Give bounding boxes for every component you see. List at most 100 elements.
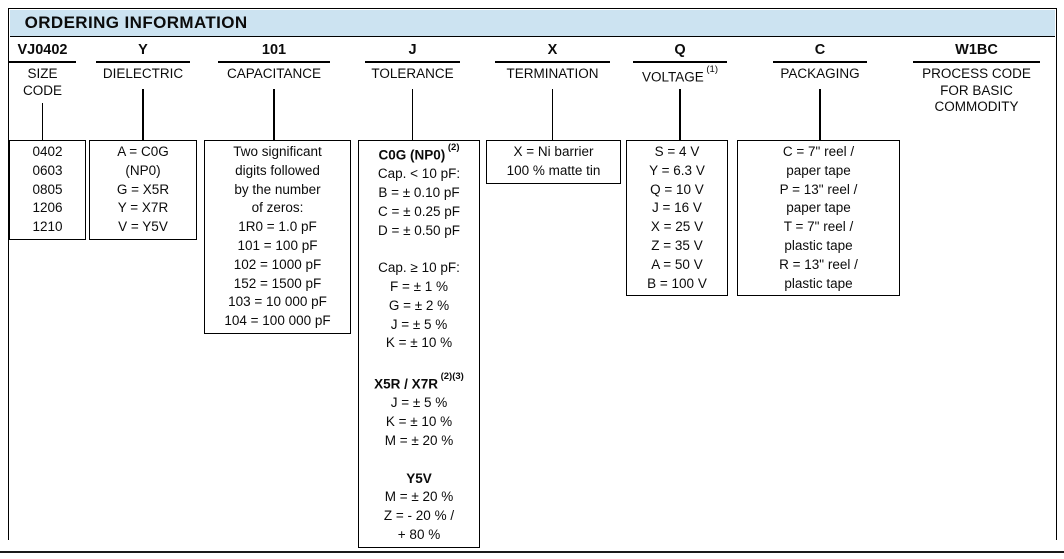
- box-line: G = ± 2 %: [388, 297, 450, 313]
- box-line: S = 4 V: [654, 144, 700, 159]
- box-line: paper tape: [786, 200, 851, 216]
- box-capacitance: Two significant digits followed by the num…: [204, 140, 351, 334]
- label-line: FOR BASIC: [940, 82, 1013, 98]
- label-line: CODE: [22, 82, 62, 98]
- box-line: B = 100 V: [647, 275, 707, 291]
- connector-line: [273, 89, 275, 141]
- code-underline: [633, 61, 727, 63]
- box-line: F = ± 1 %: [389, 279, 449, 295]
- box-line: 1206: [32, 200, 63, 216]
- box-line: 1210: [32, 219, 63, 235]
- box-line: K = ± 10 %: [385, 414, 453, 430]
- code-underline: [495, 61, 610, 63]
- footnote-marker: (2): [445, 142, 460, 153]
- box-line: A = C0G: [117, 144, 169, 159]
- label-capacitance: CAPACITANCE: [194, 66, 354, 83]
- connector-line: [679, 89, 681, 141]
- label-line: SIZE: [27, 66, 58, 81]
- box-line: Two significant: [233, 144, 322, 159]
- label-line: TERMINATION: [506, 66, 599, 81]
- label-process-code: PROCESS CODE FOR BASIC COMMODITY: [897, 66, 1057, 116]
- box-line: 104 = 100 000 pF: [224, 313, 331, 329]
- label-dielectric: DIELECTRIC: [63, 66, 223, 83]
- box-line: Q = 10 V: [650, 181, 704, 197]
- code-termination: X: [547, 42, 558, 58]
- code-underline: [365, 61, 460, 63]
- box-line: 0805: [32, 181, 63, 197]
- section-header-bar: ORDERING INFORMATION: [9, 9, 1055, 37]
- section-title: ORDERING INFORMATION: [24, 12, 248, 32]
- code-process-code: W1BC: [955, 42, 998, 58]
- box-line: J = 16 V: [652, 200, 702, 216]
- label-line: CAPACITANCE: [226, 66, 321, 81]
- box-line: 101 = 100 pF: [237, 237, 318, 253]
- box-line: 102 = 1000 pF: [233, 256, 322, 272]
- label-line: PACKAGING: [780, 66, 860, 81]
- box-line: C = ± 0.25 pF: [377, 203, 461, 219]
- connector-line: [819, 89, 821, 141]
- box-size-code: 0402 0603 0805 1206 1210: [9, 140, 86, 240]
- box-line: V = Y5V: [118, 219, 168, 235]
- box-line: B = ± 0.10 pF: [378, 185, 460, 201]
- code-voltage: Q: [674, 42, 686, 58]
- label-line: COMMODITY: [934, 99, 1019, 114]
- box-line: 152 = 1500 pF: [233, 275, 322, 291]
- label-line: PROCESS CODE: [922, 66, 1031, 81]
- box-line: 103 = 10 000 pF: [228, 294, 327, 310]
- code-underline: [218, 61, 330, 63]
- label-line: DIELECTRIC: [102, 66, 184, 81]
- box-line: 0402: [32, 144, 63, 159]
- box-line: [359, 451, 479, 470]
- footnote-marker: (1): [703, 64, 718, 75]
- box-line: 0603: [32, 162, 63, 178]
- code-underline: [913, 61, 1040, 63]
- connector-line: [551, 89, 554, 141]
- box-line: A = 50 V: [651, 256, 703, 272]
- connector-line: [411, 89, 414, 141]
- code-underline: [773, 61, 867, 63]
- connector-line: [41, 103, 44, 141]
- box-line: digits followed: [235, 162, 320, 178]
- code-underline: [9, 61, 76, 63]
- box-line: (NP0): [125, 162, 161, 178]
- outer-frame: [8, 8, 1057, 540]
- box-line: P = 13" reel /: [779, 181, 858, 197]
- box-subheading: Y5V: [406, 470, 432, 486]
- box-dielectric: A = C0G (NP0) G = X5R Y = X7R V = Y5V: [89, 140, 197, 240]
- box-line: Cap. ≥ 10 pF:: [378, 260, 460, 276]
- box-line: J = ± 5 %: [390, 316, 448, 332]
- code-capacitance: 101: [261, 42, 287, 58]
- box-line: of zeros:: [251, 200, 304, 216]
- box-line: by the number: [234, 181, 321, 197]
- box-line: J = ± 5 %: [390, 395, 448, 411]
- box-line: C = 7" reel /: [782, 144, 855, 159]
- label-packaging: PACKAGING: [740, 66, 900, 83]
- box-line: M = ± 20 %: [384, 489, 454, 505]
- box-line: Cap. < 10 pF:: [377, 166, 461, 182]
- box-line: X = 25 V: [650, 219, 704, 235]
- box-tolerance: C0G (NP0) (2) Cap. < 10 pF: B = ± 0.10 pF C…: [358, 140, 480, 548]
- code-tolerance: J: [408, 42, 417, 58]
- box-line: plastic tape: [784, 237, 853, 253]
- code-size-code: VJ0402: [17, 42, 68, 58]
- box-line: Z = 35 V: [651, 237, 703, 253]
- box-line: 100 % matte tin: [506, 162, 601, 178]
- box-line: R = 13" reel /: [779, 256, 858, 272]
- code-packaging: C: [814, 42, 826, 58]
- box-line: [359, 240, 479, 259]
- label-termination: TERMINATION: [473, 66, 633, 83]
- box-line: + 80 %: [397, 526, 441, 542]
- box-line: 1R0 = 1.0 pF: [238, 219, 317, 235]
- box-line: X = Ni barrier: [513, 144, 594, 159]
- label-line: TOLERANCE: [371, 66, 454, 81]
- box-subheading: X5R / X7R (2)(3): [374, 371, 464, 392]
- box-line: T = 7" reel /: [783, 219, 854, 235]
- box-packaging: C = 7" reel / paper tape P = 13" reel / pap…: [737, 140, 900, 297]
- connector-line: [142, 89, 144, 141]
- box-line: K = ± 10 %: [385, 335, 453, 351]
- box-subheading: C0G (NP0) (2): [378, 142, 460, 163]
- code-dielectric: Y: [138, 42, 148, 58]
- box-line: plastic tape: [784, 275, 853, 291]
- box-line: M = ± 20 %: [384, 432, 454, 448]
